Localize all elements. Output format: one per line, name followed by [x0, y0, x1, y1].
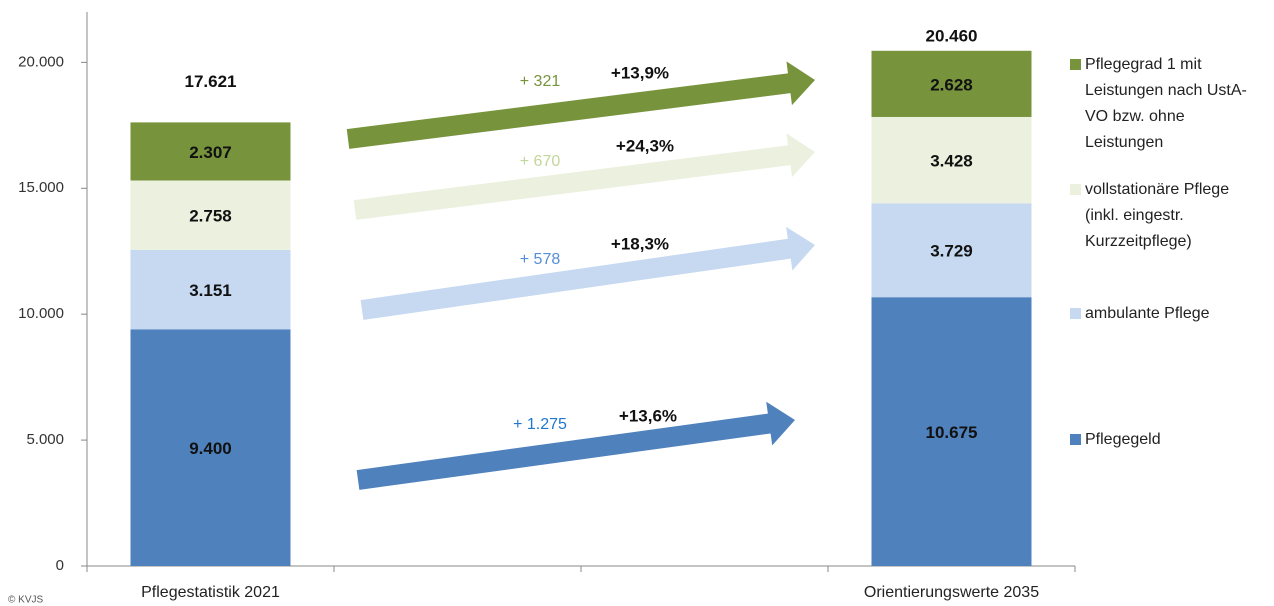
delta-label: + 670	[520, 153, 561, 170]
bar-segment	[871, 116, 1032, 204]
arrow	[346, 61, 815, 149]
value-label: 3.729	[930, 242, 973, 261]
value-label: 2.628	[930, 75, 973, 94]
percent-label: +13,6%	[619, 406, 677, 425]
bar-segment	[871, 50, 1032, 117]
legend-label: Pflegegeld	[1085, 431, 1161, 448]
bar-segment	[130, 249, 291, 330]
legend-swatch	[1070, 184, 1081, 195]
source: © KVJS	[8, 595, 43, 606]
value-label: 10.675	[926, 423, 978, 442]
x-tick-label: Pflegestatistik 2021	[141, 584, 280, 601]
arrow	[353, 133, 815, 220]
y-tick-label: 10.000	[18, 305, 64, 322]
bar-segment	[871, 203, 1032, 298]
delta-label: + 321	[520, 73, 561, 90]
arrow	[360, 226, 815, 320]
y-tick-label: 0	[56, 557, 64, 574]
y-tick-label: 20.000	[18, 53, 64, 70]
legend-label: ambulante Pflege	[1085, 305, 1210, 322]
legend-label: Pflegegrad 1 mit Leistungen nach UstA-VO…	[1085, 56, 1247, 151]
percent-label: +18,3%	[611, 234, 669, 253]
total-label: 20.460	[926, 26, 978, 45]
total-label: 17.621	[185, 72, 237, 91]
value-label: 3.151	[189, 281, 232, 300]
value-label: 3.428	[930, 152, 973, 171]
percent-label: +13,9%	[611, 63, 669, 82]
y-tick-label: 15.000	[18, 179, 64, 196]
legend-swatch	[1070, 59, 1081, 70]
x-tick-label: Orientierungswerte 2035	[864, 584, 1039, 601]
bar-segment	[130, 122, 291, 181]
bar-segment	[130, 329, 291, 566]
value-label: 2.307	[189, 143, 232, 162]
value-label: 2.758	[189, 207, 232, 226]
percent-label: +24,3%	[616, 136, 674, 155]
value-label: 9.400	[189, 439, 232, 458]
arrow	[356, 401, 795, 490]
delta-label: + 1.275	[513, 416, 567, 433]
y-tick-label: 5.000	[26, 431, 64, 448]
legend-swatch	[1070, 308, 1081, 319]
bar-segment	[130, 180, 291, 250]
bar-segment	[871, 297, 1032, 566]
legend-label: vollstationäre Pflege (inkl. eingestr. K…	[1085, 181, 1230, 250]
legend-swatch	[1070, 434, 1081, 445]
delta-label: + 578	[520, 251, 561, 268]
